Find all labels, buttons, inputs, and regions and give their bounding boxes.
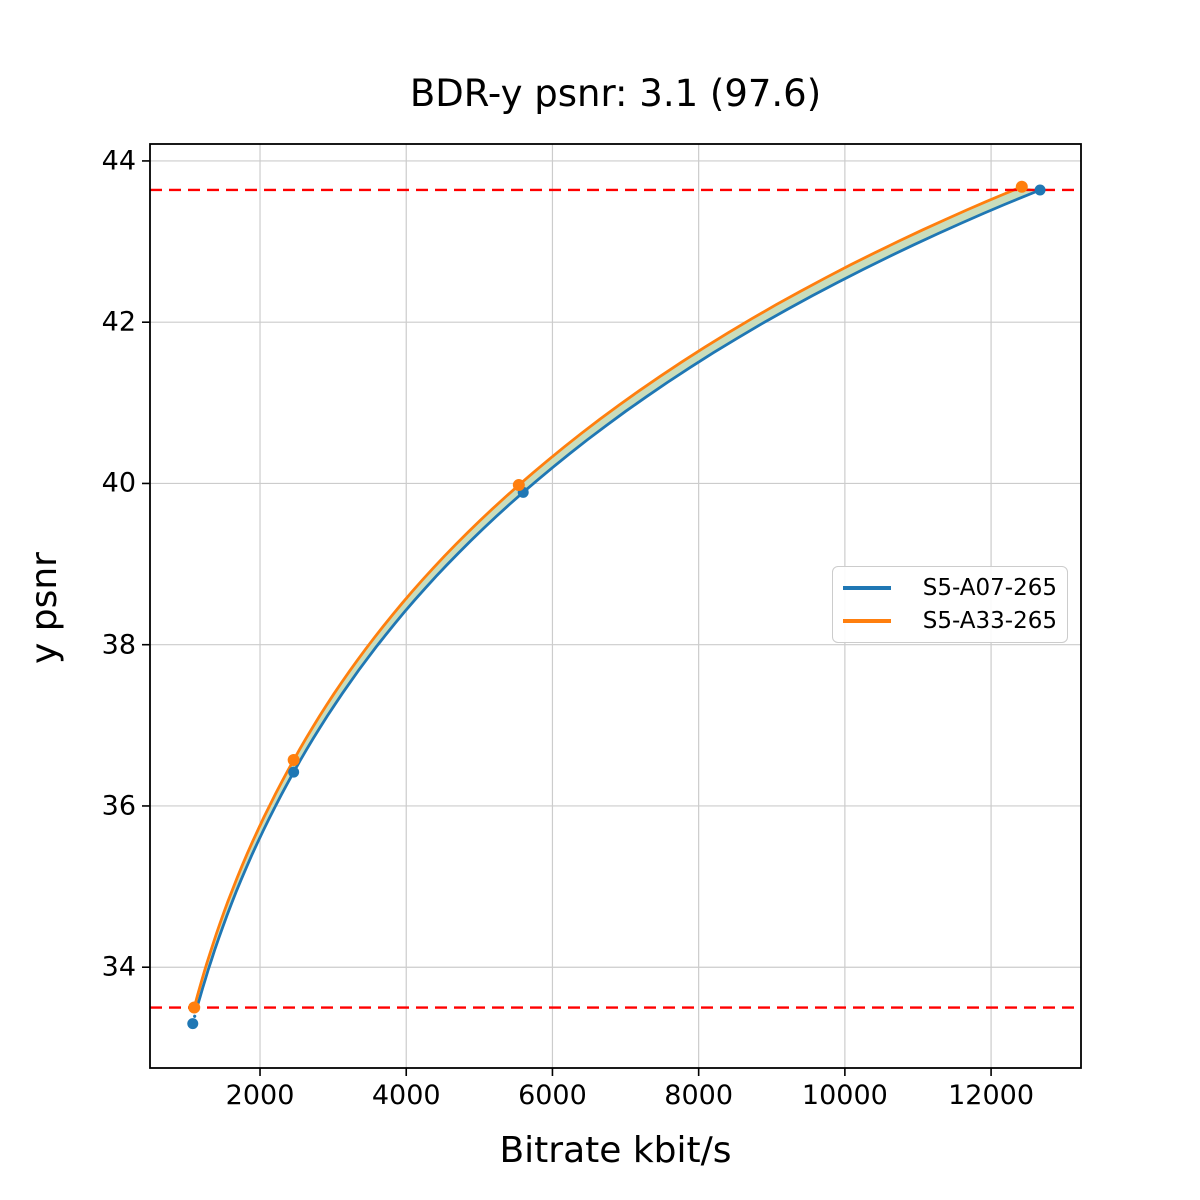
y-tick-label: 34 [101,951,136,983]
chart-title: BDR-y psnr: 3.1 (97.6) [409,72,822,115]
data-point-s5-a33-265 [188,1001,201,1014]
data-point-s5-a07-265 [288,766,300,778]
legend-entry-s5-a07-265: S5-A07-265 [843,571,1057,605]
y-tick-label: 40 [101,467,136,499]
data-point-s5-a33-265 [1015,180,1028,193]
curve-s5-a07-265 [196,188,1041,1005]
data-point-s5-a33-265 [512,479,525,492]
x-tick-label: 4000 [371,1080,441,1111]
curve-s5-a33-265 [192,185,1023,1008]
data-point-s5-a33-265 [287,754,300,766]
legend-line-swatch [843,585,891,590]
y-tick-label: 44 [101,145,136,177]
data-point-s5-a07-265 [1034,184,1046,196]
y-tick-label: 36 [101,790,136,822]
x-axis-label: Bitrate kbit/s [499,1130,732,1171]
legend-line-swatch [843,619,891,624]
legend-entry-s5-a33-265: S5-A33-265 [843,605,1057,639]
legend: S5-A07-265 S5-A33-265 [832,566,1068,643]
y-tick-label: 42 [101,306,136,338]
data-point-s5-a07-265 [187,1018,199,1030]
x-tick-label: 6000 [518,1080,587,1111]
y-tick-label: 38 [101,629,136,661]
x-tick-label: 8000 [664,1080,734,1111]
y-axis-label: y psnr [24,552,65,664]
x-tick-label: 2000 [225,1080,295,1111]
axes-spines [149,143,1082,1069]
legend-label: S5-A07-265 [922,574,1057,601]
x-tick-label: 10000 [801,1080,888,1111]
legend-label: S5-A33-265 [922,608,1057,635]
x-tick-label: 12000 [948,1080,1035,1111]
